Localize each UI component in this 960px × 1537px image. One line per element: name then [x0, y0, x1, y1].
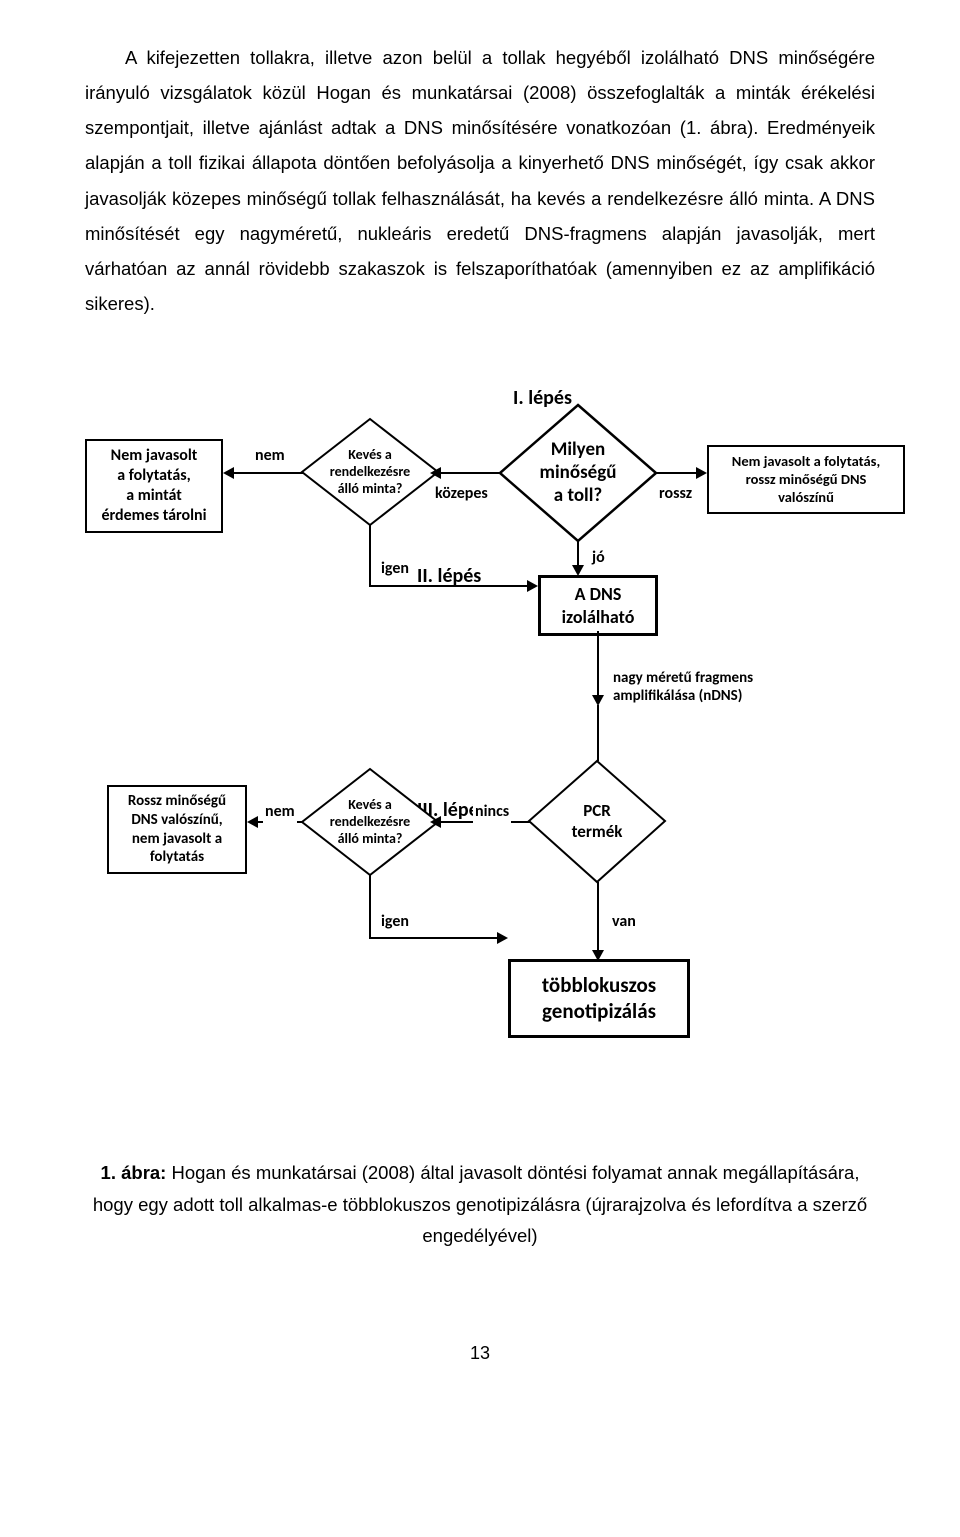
edge-label-rossz: rossz: [657, 479, 694, 509]
node-text: Kevés a rendelkezésre álló minta?: [330, 797, 410, 847]
edge: [656, 472, 698, 474]
node-dna-isolable: A DNS izolálható: [538, 575, 658, 636]
edge-label-igen1: igen: [379, 554, 411, 584]
caption-bold: 1. ábra:: [101, 1162, 167, 1183]
edge-label-van: van: [610, 907, 638, 937]
page-number: 13: [85, 1336, 875, 1370]
edge: [597, 631, 599, 697]
edge: [440, 472, 500, 474]
node-text: nagy méretű fragmens amplifikálása (nDNS…: [613, 669, 753, 705]
edge: [369, 875, 371, 937]
node-feather-quality: Milyen minőségű a toll?: [498, 403, 658, 543]
edge-head: [223, 467, 234, 479]
edge: [597, 882, 599, 952]
edge-label-igen2: igen: [379, 907, 411, 937]
flowchart-figure: I. lépés II. lépés III. lépés Nem javaso…: [85, 379, 875, 1099]
edge-head: [497, 932, 508, 944]
edge-head: [247, 816, 258, 828]
node-not-recommended-bad: Nem javasolt a folytatás, rossz minőségű…: [707, 445, 905, 513]
figure-caption: 1. ábra: Hogan és munkatársai (2008) ált…: [85, 1157, 875, 1251]
node-text: Nem javasolt a folytatás, a mintát érdem…: [101, 446, 206, 526]
node-pcr-product: PCR termék: [527, 759, 667, 884]
node-text: Nem javasolt a folytatás, rossz minőségű…: [732, 452, 880, 506]
node-text: Rossz minőségű DNS valószínű, nem javaso…: [128, 792, 226, 867]
node-few-samples-2: Kevés a rendelkezésre álló minta?: [300, 767, 440, 877]
edge-label-nincs: nincs: [473, 797, 511, 827]
edge: [577, 541, 579, 567]
node-multilocus: többlokuszos genotipizálás: [508, 959, 690, 1038]
caption-text: Hogan és munkatársai (2008) által javaso…: [93, 1162, 867, 1246]
node-few-samples-1: Kevés a rendelkezésre álló minta?: [300, 417, 440, 527]
edge-head: [527, 580, 538, 592]
edge-head: [430, 816, 441, 828]
edge: [369, 937, 499, 939]
node-not-recommended-store: Nem javasolt a folytatás, a mintát érdem…: [85, 439, 223, 533]
edge-head: [696, 467, 707, 479]
edge: [597, 705, 599, 761]
edge: [233, 472, 303, 474]
node-bad-dna: Rossz minőségű DNS valószínű, nem javaso…: [107, 785, 247, 874]
node-text: A DNS izolálható: [562, 583, 635, 628]
node-text: többlokuszos genotipizálás: [542, 972, 656, 1025]
edge-label-kozepes: közepes: [433, 479, 490, 509]
edge-label-jo: jó: [590, 543, 607, 573]
label-large-fragment: nagy méretű fragmens amplifikálása (nDNS…: [613, 669, 823, 705]
intro-paragraph: A kifejezetten tollakra, illetve azon be…: [85, 40, 875, 321]
edge: [369, 525, 371, 585]
edge-head: [430, 467, 441, 479]
edge-label-nem2: nem: [263, 797, 297, 827]
node-text: PCR termék: [572, 801, 623, 842]
edge: [369, 585, 529, 587]
node-text: Kevés a rendelkezésre álló minta?: [330, 447, 410, 497]
node-text: Milyen minőségű a toll?: [540, 439, 617, 507]
step-2-label: II. lépés: [417, 557, 481, 595]
edge-label-nem1: nem: [253, 441, 287, 471]
